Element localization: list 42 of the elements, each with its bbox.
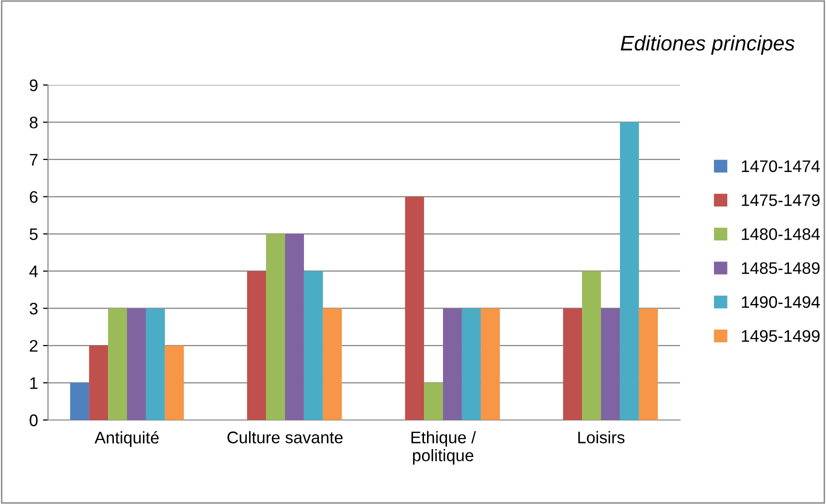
bar — [443, 308, 462, 420]
bar — [247, 271, 266, 420]
bar — [108, 308, 127, 420]
y-tick-label: 4 — [29, 266, 38, 278]
bar — [638, 308, 658, 420]
bar — [480, 308, 500, 420]
bar — [89, 346, 108, 420]
x-tick-label: Ethique / politique — [411, 431, 476, 465]
bar — [620, 122, 639, 420]
bar — [582, 271, 601, 420]
bar — [146, 308, 165, 420]
y-tick-label: 7 — [30, 154, 38, 166]
x-tick-label: Loisirs — [578, 431, 624, 444]
bar — [70, 382, 90, 420]
y-tick-label: 2 — [30, 340, 38, 352]
x-tick-label: Antiquité — [94, 431, 159, 447]
bar — [462, 308, 481, 420]
bar — [266, 234, 285, 420]
legend-label: 1485-1489 — [742, 262, 820, 274]
y-tick-label: 9 — [30, 79, 38, 92]
bar — [164, 346, 184, 420]
legend-label: 1470-1474 — [742, 160, 820, 172]
y-tick-label: 8 — [30, 116, 38, 128]
y-tick-label: 1 — [30, 377, 38, 389]
bar — [563, 308, 582, 420]
bar — [127, 308, 146, 420]
y-tick-label: 6 — [30, 191, 38, 203]
x-tick-label: Culture savante — [227, 431, 343, 444]
y-tick-label: 0 — [30, 414, 38, 426]
bar — [304, 271, 323, 420]
chart-title: Editiones principes — [620, 35, 795, 55]
legend-label: 1490-1494 — [742, 296, 820, 308]
legend-label: 1480-1484 — [742, 228, 820, 240]
y-tick-label: 3 — [30, 302, 38, 315]
bar — [405, 196, 424, 420]
bar — [322, 308, 342, 420]
bar — [424, 382, 443, 420]
y-tick-label: 5 — [30, 228, 38, 240]
bar — [285, 234, 304, 420]
legend-label: 1495-1499 — [742, 330, 820, 342]
legend-label: 1475-1479 — [742, 194, 820, 206]
bar — [601, 308, 620, 420]
